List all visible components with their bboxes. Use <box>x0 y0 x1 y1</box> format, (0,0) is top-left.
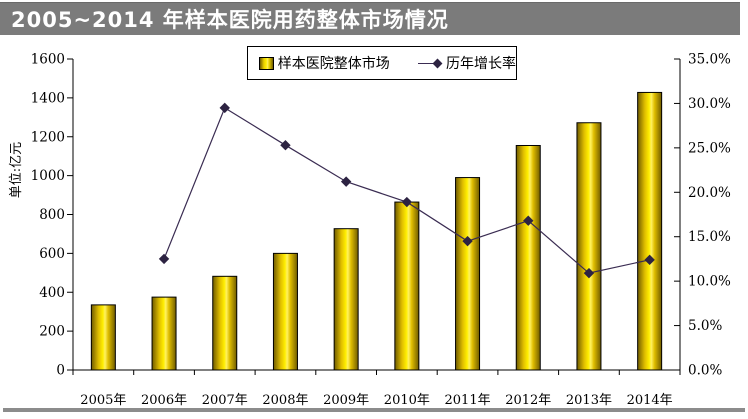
left-axis-tick-label: 800 <box>39 207 65 223</box>
bar-2011年 <box>455 177 481 371</box>
line-legend-marker <box>417 58 443 68</box>
right-axis-tick-label: 15.0% <box>688 229 731 245</box>
right-axis-tick-label: 10.0% <box>688 274 731 290</box>
left-axis-tick-label: 1400 <box>31 90 65 106</box>
left-axis-tick-label: 0 <box>56 363 65 379</box>
bar-legend-label: 样本医院整体市场 <box>277 56 390 72</box>
right-axis-tick-label: 20.0% <box>688 185 731 201</box>
x-axis-category-label: 2010年 <box>384 393 430 408</box>
bar-2005年 <box>90 304 116 371</box>
x-axis-category-label: 2013年 <box>566 393 612 408</box>
right-axis-tick-label: 25.0% <box>688 140 731 156</box>
growth-marker-2014年 <box>644 254 655 266</box>
right-axis-tick-label: 35.0% <box>688 52 731 68</box>
bottom-divider <box>3 408 745 412</box>
chart-title: 2005~2014 年样本医院用药整体市场情况 <box>11 8 449 32</box>
line-legend-label: 历年增长率 <box>446 56 516 72</box>
right-axis-tick-label: 5.0% <box>688 318 722 334</box>
bar-legend-swatch <box>259 56 274 70</box>
left-axis-tick-label: 200 <box>39 324 65 340</box>
legend: 样本医院整体市场 历年增长率 <box>247 46 517 80</box>
bar-2007年 <box>212 275 238 371</box>
growth-marker-2009年 <box>340 176 352 187</box>
growth-marker-2013年 <box>583 267 595 279</box>
growth-marker-2010年 <box>401 196 413 208</box>
diamond-icon <box>432 58 443 68</box>
growth-marker-2007年 <box>219 102 230 114</box>
left-axis-tick-label: 1000 <box>31 168 65 184</box>
left-axis-tick-label: 1600 <box>31 52 65 68</box>
left-axis-tick-label: 600 <box>39 246 65 262</box>
bar-2013年 <box>576 122 602 371</box>
bar-2006年 <box>151 296 177 371</box>
growth-marker-2008年 <box>280 139 291 151</box>
left-axis-tick-label: 400 <box>39 285 65 301</box>
bar-2012年 <box>515 144 541 371</box>
x-axis-category-label: 2005年 <box>80 393 126 408</box>
growth-marker-2006年 <box>158 253 170 265</box>
right-axis-tick-label: 0.0% <box>688 363 722 379</box>
x-axis-category-label: 2014年 <box>627 393 673 408</box>
bar-2014年 <box>637 91 663 371</box>
x-axis-category-label: 2006年 <box>141 393 187 408</box>
x-axis-category-label: 2007年 <box>202 393 248 408</box>
growth-marker-2012年 <box>523 215 534 226</box>
x-axis-category-label: 2011年 <box>445 393 491 408</box>
growth-marker-2011年 <box>462 235 473 247</box>
bar-2009年 <box>333 228 359 371</box>
bar-2010年 <box>394 201 420 371</box>
left-axis-tick-label: 1200 <box>31 129 65 145</box>
x-axis-category-label: 2008年 <box>262 393 308 408</box>
x-axis-category-label: 2012年 <box>505 393 551 408</box>
x-axis-category-label: 2009年 <box>323 393 369 408</box>
bar-2008年 <box>272 252 298 371</box>
chart-title-banner: 2005~2014 年样本医院用药整体市场情况 <box>0 2 740 35</box>
right-axis-tick-label: 30.0% <box>688 96 731 112</box>
